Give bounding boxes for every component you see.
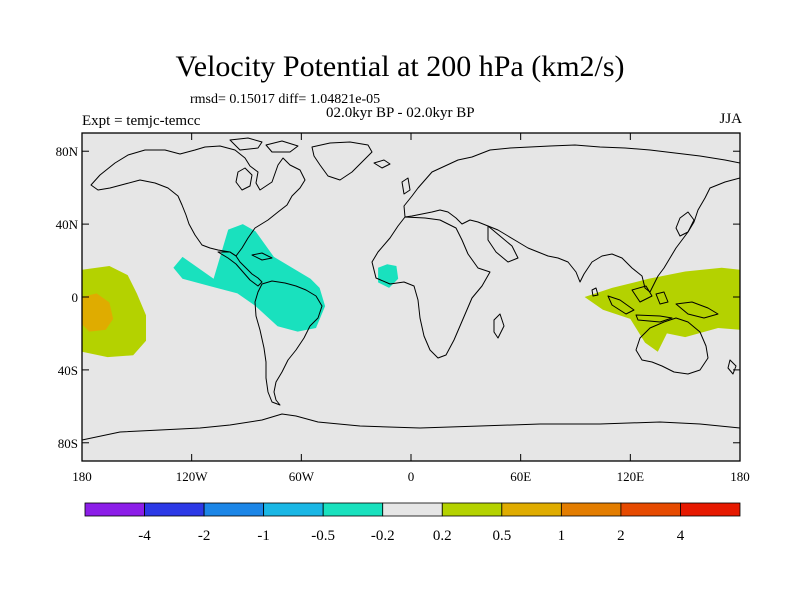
season-label: JJA [719,111,742,127]
x-tick-label: 60W [289,469,315,484]
colorbar-label: -4 [138,528,151,544]
axis-tick-labels: 80N 40N 0 40S 80S 180 120W 60W 0 60E 120E 180 [56,144,750,484]
colorbar-swatch [144,502,205,517]
x-tick-label: 60E [510,469,531,484]
y-tick-label: 40N [56,217,79,232]
colorbar-swatch [620,502,681,517]
x-tick-label: 120E [617,469,645,484]
colorbar-swatch [263,502,324,517]
x-tick-label: 180 [730,469,750,484]
colorbar-label: 0.5 [492,528,511,544]
colorbar: -4 -2 -1 -0.5 -0.2 0.2 0.5 1 2 4 [84,502,741,544]
colorbar-swatch [680,502,741,517]
x-tick-label: 180 [72,469,92,484]
colorbar-swatch [322,502,384,517]
colorbar-swatch [382,502,443,517]
y-tick-label: 80S [58,436,78,451]
anomaly-central-pacific-positive [82,266,146,358]
x-tick-label: 0 [408,469,415,484]
y-tick-label: 40S [58,363,78,378]
period-subtitle: 02.0kyr BP - 02.0kyr BP [326,105,475,121]
axis-ticks [81,133,741,461]
coastlines [82,137,740,441]
colorbar-swatch [501,502,562,517]
plot-title: Velocity Potential at 200 hPa (km2/s) [175,50,625,83]
experiment-label: Expt = temjc-temcc [82,113,201,129]
anomaly-west-africa-negative [378,264,399,288]
stats-text: rmsd= 0.15017 diff= 1.04821e-05 [190,92,381,107]
anomaly-central-pacific-core [82,293,114,332]
y-tick-label: 80N [56,144,79,159]
anomaly-tropical-atlantic-negative [173,224,326,332]
colorbar-label: 2 [617,528,625,544]
colorbar-label: -2 [198,528,211,544]
anomaly-maritime-continent-positive [584,267,740,352]
colorbar-swatch [84,502,145,517]
colorbar-label: -0.2 [371,528,395,544]
x-tick-label: 120W [176,469,209,484]
y-tick-label: 0 [72,290,79,305]
colorbar-label: 4 [677,528,685,544]
colorbar-swatch [203,502,265,517]
colorbar-label: 1 [558,528,566,544]
colorbar-swatch [441,502,503,517]
colorbar-label: -1 [257,528,270,544]
colorbar-label: 0.2 [433,528,452,544]
anomaly-layer [82,224,740,358]
colorbar-swatch [560,502,622,517]
colorbar-label: -0.5 [311,528,335,544]
